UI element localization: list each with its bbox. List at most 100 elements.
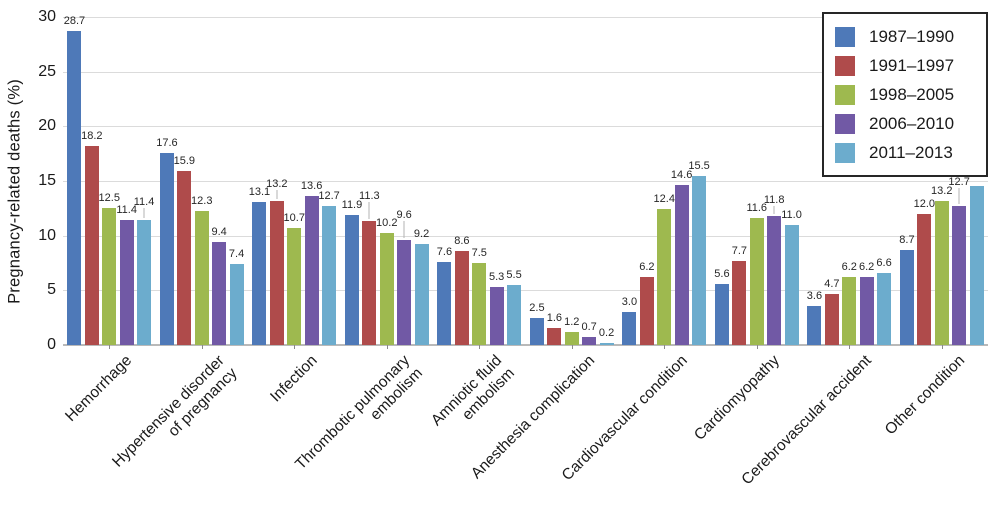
- x-tick: [756, 345, 758, 349]
- legend-row: 1987–1990: [835, 22, 975, 51]
- gridline: [63, 235, 988, 237]
- bar: [859, 277, 874, 345]
- value-label: 10.2: [376, 217, 398, 230]
- bar: [379, 233, 394, 345]
- legend-label: 2006–2010: [869, 113, 955, 133]
- value-label: 2.5: [529, 301, 545, 314]
- bar: [344, 214, 359, 345]
- legend-label: 2011–2013: [869, 142, 953, 162]
- value-label: 12.0: [913, 197, 936, 210]
- bar: [807, 305, 822, 345]
- gridline: [63, 181, 988, 182]
- bar: [767, 216, 782, 345]
- legend-swatch: [835, 55, 855, 76]
- value-label: 7.7: [731, 244, 747, 257]
- gridline: [63, 290, 988, 292]
- category-label-text: Other condition: [881, 352, 968, 439]
- x-tick: [571, 345, 573, 349]
- bar: [287, 228, 302, 345]
- value-label: 11.3: [359, 190, 380, 203]
- bar: [362, 221, 377, 345]
- value-label: 4.7: [824, 277, 840, 290]
- legend-swatch: [835, 84, 855, 105]
- value-label: 6.6: [876, 256, 892, 269]
- value-label: 7.6: [436, 245, 453, 258]
- bar: [472, 263, 487, 345]
- bar: [674, 185, 689, 345]
- value-label: 12.4: [653, 193, 675, 206]
- leader-line: [143, 208, 145, 219]
- bar: [842, 277, 857, 345]
- y-tick-label: 25: [38, 62, 56, 80]
- value-label: 28.7: [63, 15, 86, 28]
- legend-swatch: [835, 113, 855, 134]
- bar: [969, 186, 984, 345]
- value-label: 6.2: [841, 261, 857, 274]
- leader-line: [773, 205, 775, 214]
- value-label: 0.7: [581, 321, 597, 334]
- bar: [454, 250, 469, 345]
- y-tick-label: 15: [38, 172, 56, 189]
- value-label: 7.5: [471, 247, 487, 259]
- bar: [639, 277, 654, 345]
- x-tick: [294, 345, 296, 349]
- category-label-text: Hemorrhage: [62, 352, 136, 425]
- value-label: 8.7: [899, 233, 915, 246]
- value-label: 11.4: [116, 204, 137, 217]
- bar: [252, 201, 267, 345]
- value-label: 9.2: [413, 228, 430, 241]
- value-label: 13.2: [266, 177, 288, 190]
- value-label: 12.5: [98, 192, 120, 205]
- bar: [489, 287, 504, 345]
- value-label: 8.6: [454, 234, 470, 247]
- value-label: 11.8: [763, 193, 785, 206]
- value-label: 15.5: [688, 159, 710, 172]
- leader-line: [403, 221, 405, 239]
- bar: [177, 171, 192, 345]
- value-label: 15.9: [173, 155, 196, 168]
- gridline: [63, 71, 988, 73]
- bar: [137, 220, 152, 345]
- bar: [934, 200, 949, 345]
- bar: [437, 261, 452, 345]
- legend-row: 2011–2013: [835, 138, 975, 167]
- bar: [952, 206, 967, 345]
- legend-label: 1987–1990: [869, 26, 955, 46]
- value-label: 1.2: [564, 315, 580, 328]
- legend-row: 1998–2005: [835, 80, 975, 109]
- leader-line: [276, 189, 278, 199]
- value-label: 18.2: [81, 130, 103, 142]
- bar: [269, 200, 284, 345]
- value-label: 5.3: [488, 271, 505, 284]
- value-label: 12.7: [948, 176, 970, 189]
- legend: 1987–1990 1991–1997 1998–2005 2006–2010 2011…: [822, 12, 988, 177]
- bar: [102, 208, 117, 345]
- y-tick-label: 20: [38, 117, 56, 135]
- x-tick: [109, 345, 111, 349]
- bar: [397, 240, 412, 345]
- bar: [784, 224, 799, 345]
- x-axis-line: [63, 344, 988, 346]
- value-label: 11.6: [746, 202, 768, 215]
- value-label: 14.6: [670, 169, 693, 182]
- gridline: [63, 126, 988, 128]
- bar: [899, 249, 914, 345]
- bar: [67, 31, 82, 345]
- value-label: 7.4: [228, 248, 245, 261]
- legend-label: 1998–2005: [869, 84, 955, 104]
- value-label: 3.6: [806, 289, 823, 302]
- value-label: 9.4: [211, 226, 227, 239]
- x-tick: [479, 345, 481, 349]
- value-label: 6.2: [858, 261, 875, 274]
- legend-row: 1991–1997: [835, 51, 975, 80]
- bar: [599, 342, 614, 345]
- bar: [529, 317, 544, 345]
- x-tick: [664, 345, 666, 349]
- x-tick: [941, 345, 943, 349]
- value-label: 5.6: [714, 267, 730, 280]
- bar: [159, 152, 174, 345]
- value-label: 0.2: [598, 326, 615, 339]
- y-tick-label: 5: [47, 281, 56, 299]
- x-tick: [201, 345, 203, 349]
